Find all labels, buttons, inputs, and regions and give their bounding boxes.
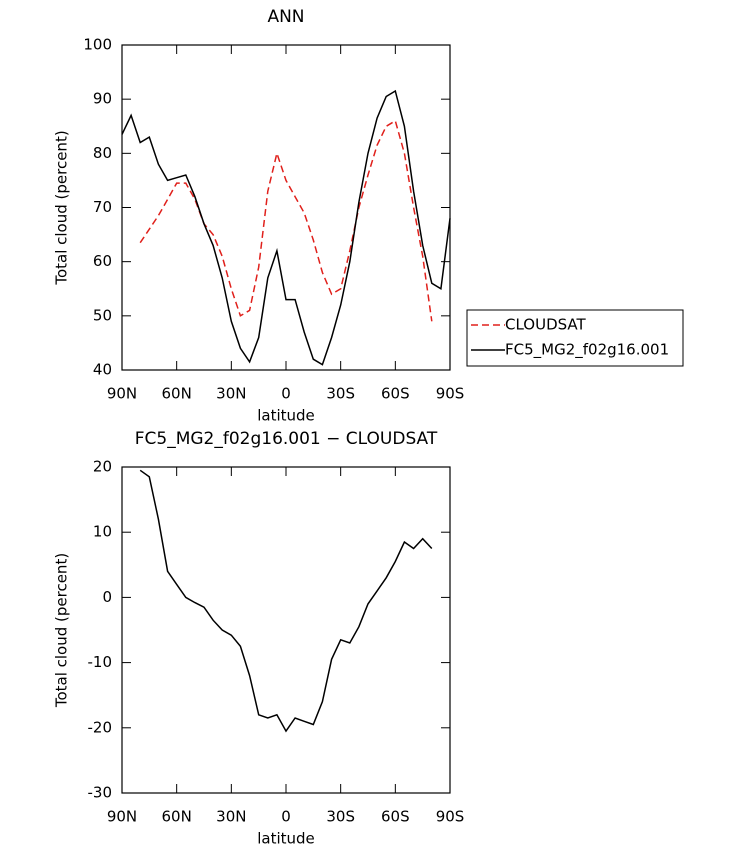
y-tick-label: -20 bbox=[88, 718, 113, 736]
chart-title: ANN bbox=[267, 7, 304, 27]
x-axis-label: latitude bbox=[257, 830, 315, 848]
y-tick-label: 70 bbox=[93, 198, 112, 216]
x-tick-label: 60N bbox=[162, 808, 192, 826]
x-tick-label: 90N bbox=[107, 808, 137, 826]
legend-label: CLOUDSAT bbox=[505, 316, 587, 334]
chart-title: FC5_MG2_f02g16.001 − CLOUDSAT bbox=[135, 429, 438, 449]
data-line bbox=[121, 89, 451, 366]
legend-box bbox=[466, 309, 684, 367]
x-tick-label: 60N bbox=[162, 385, 192, 403]
plot-frame bbox=[121, 44, 451, 371]
x-tick-label: 90S bbox=[436, 808, 465, 826]
x-tick-label: 30S bbox=[326, 385, 355, 403]
y-tick-label: -30 bbox=[88, 784, 113, 802]
y-tick-label: 40 bbox=[93, 361, 112, 379]
y-tick-label: 20 bbox=[93, 458, 112, 476]
y-tick-label: 90 bbox=[93, 90, 112, 108]
x-tick-label: 30N bbox=[216, 808, 246, 826]
y-tick-label: 10 bbox=[93, 523, 112, 541]
y-tick-label: -10 bbox=[88, 653, 113, 671]
y-tick-label: 100 bbox=[83, 36, 112, 54]
x-tick-label: 30N bbox=[216, 385, 246, 403]
x-axis-label: latitude bbox=[257, 407, 315, 425]
x-tick-label: 0 bbox=[281, 385, 291, 403]
data-line bbox=[139, 469, 433, 733]
y-tick-label: 50 bbox=[93, 306, 112, 324]
y-tick-label: 80 bbox=[93, 144, 112, 162]
plot-frame bbox=[121, 466, 451, 794]
x-tick-label: 30S bbox=[326, 808, 355, 826]
y-tick-label: 0 bbox=[102, 588, 112, 606]
x-tick-label: 60S bbox=[381, 385, 410, 403]
data-line bbox=[139, 119, 433, 322]
y-axis-label: Total cloud (percent) bbox=[53, 553, 71, 708]
legend-label: FC5_MG2_f02g16.001 bbox=[505, 341, 669, 360]
y-tick-label: 60 bbox=[93, 252, 112, 270]
x-tick-label: 90S bbox=[436, 385, 465, 403]
x-tick-label: 0 bbox=[281, 808, 291, 826]
x-tick-label: 60S bbox=[381, 808, 410, 826]
x-tick-label: 90N bbox=[107, 385, 137, 403]
y-axis-label: Total cloud (percent) bbox=[53, 130, 71, 285]
